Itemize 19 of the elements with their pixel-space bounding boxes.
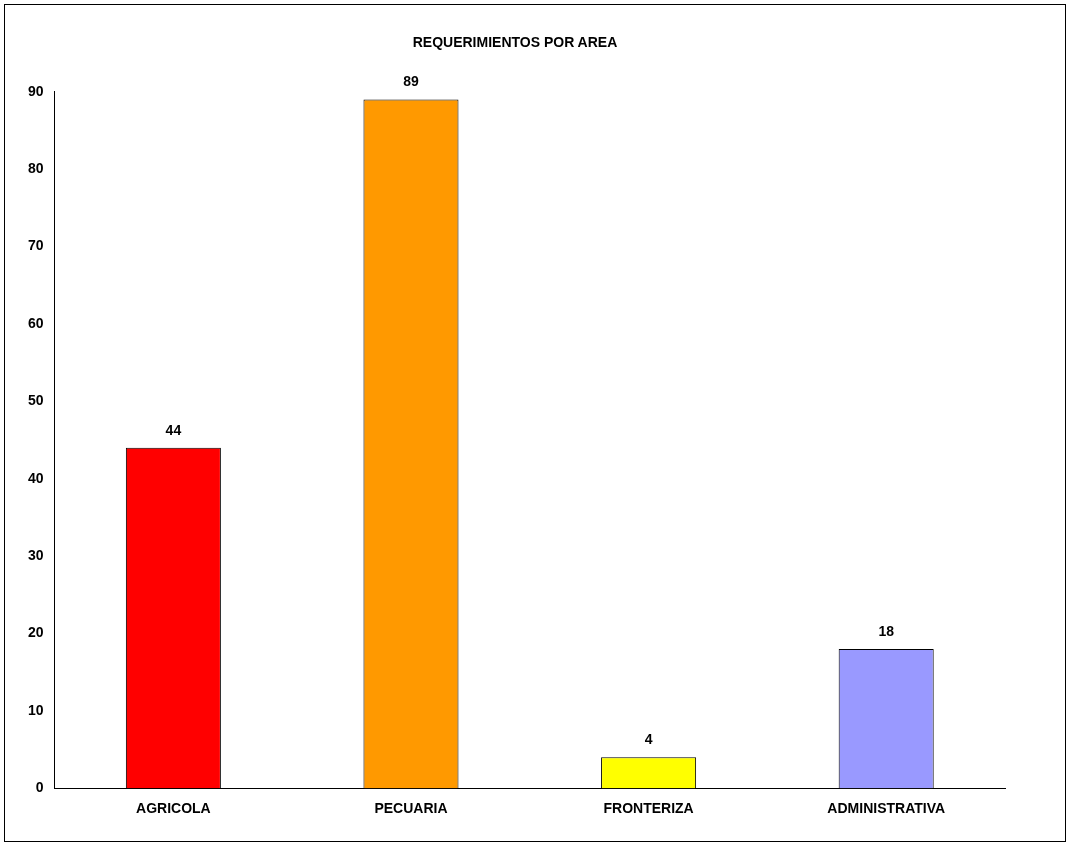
data-label: 18 xyxy=(878,622,895,639)
y-tick-label: 0 xyxy=(35,779,44,796)
chart-title: REQUERIMIENTOS POR AREA xyxy=(412,34,618,51)
y-tick-label: 80 xyxy=(27,160,44,177)
y-tick-label: 50 xyxy=(27,392,44,409)
data-label: 89 xyxy=(403,73,419,90)
y-tick-label: 30 xyxy=(27,546,44,563)
y-tick-label: 60 xyxy=(27,314,44,331)
data-label: 44 xyxy=(165,421,182,438)
x-tick-label: AGRICOLA xyxy=(136,800,211,817)
y-tick-label: 90 xyxy=(27,82,44,99)
data-label: 4 xyxy=(644,731,653,748)
x-tick-label: PECUARIA xyxy=(374,800,448,817)
x-tick-label: FRONTERIZA xyxy=(603,800,694,817)
y-tick-label: 40 xyxy=(27,469,44,486)
y-tick-label: 70 xyxy=(27,237,44,254)
y-tick-label: 20 xyxy=(27,624,44,641)
x-tick-label: ADMINISTRATIVA xyxy=(827,800,946,817)
y-tick-label: 10 xyxy=(27,701,44,718)
